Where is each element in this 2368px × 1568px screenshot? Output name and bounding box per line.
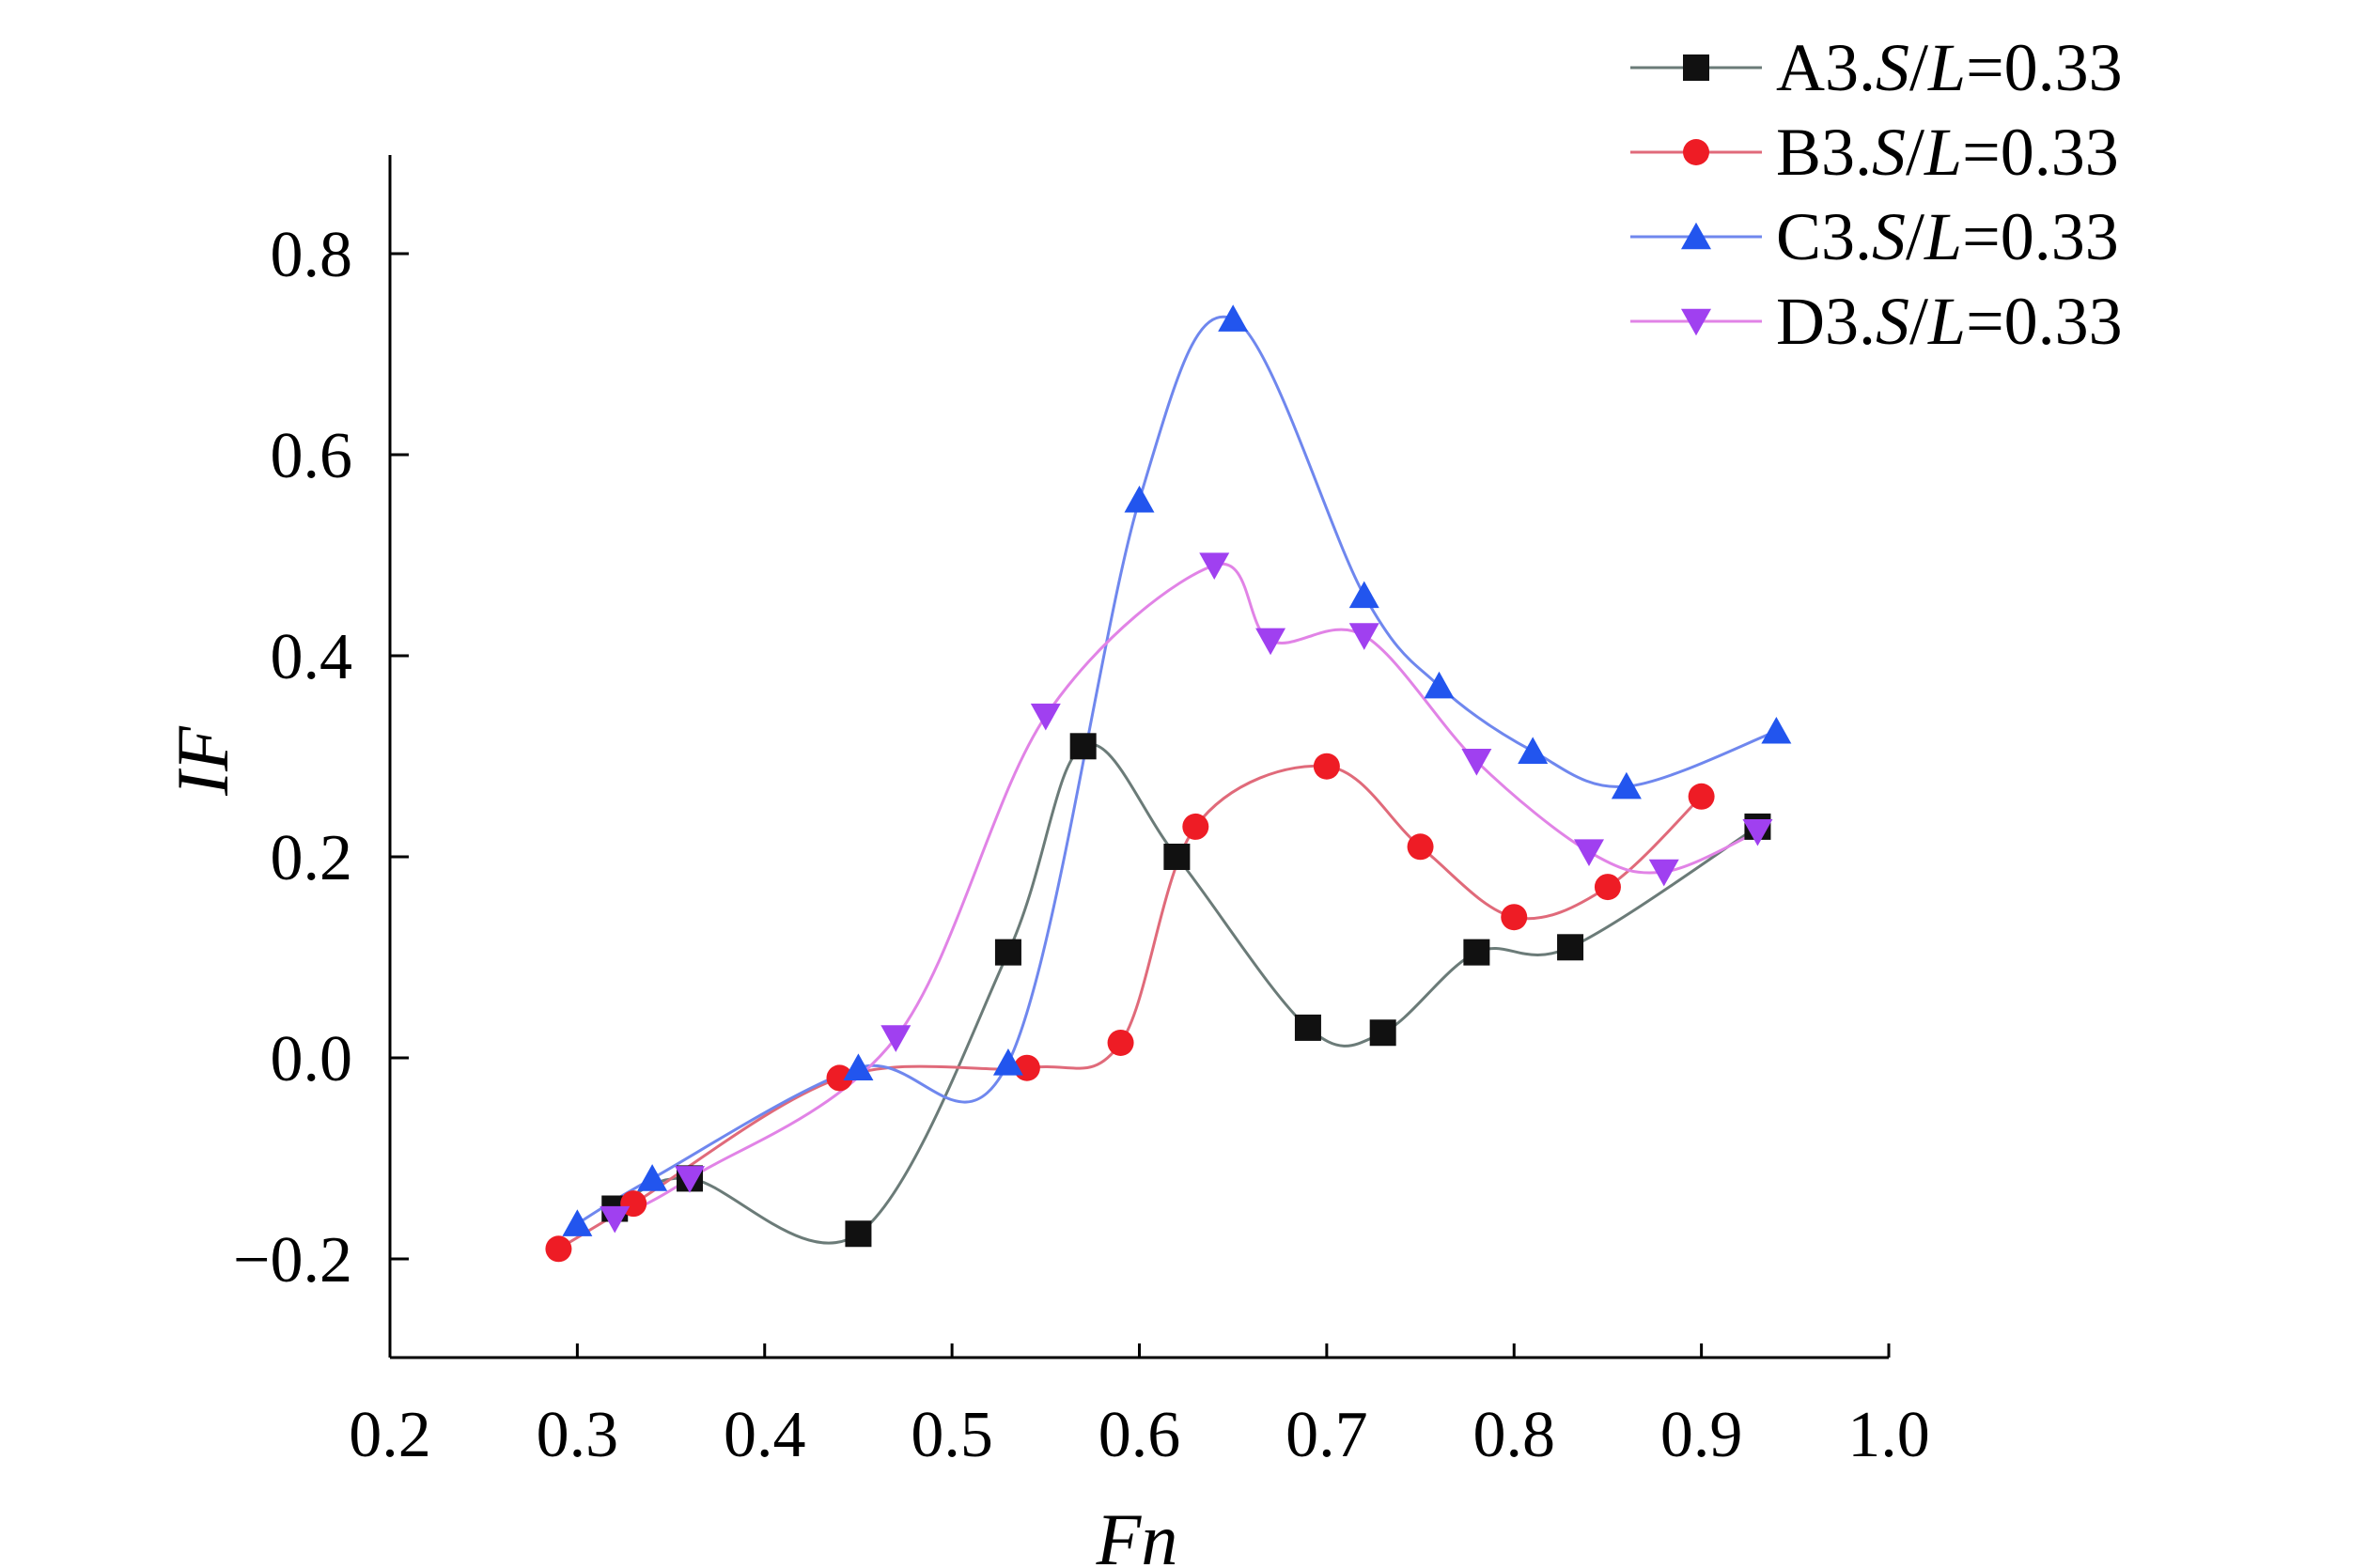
legend-marker-triangle-up bbox=[1681, 222, 1711, 250]
y-axis-title: IF bbox=[162, 725, 243, 797]
data-point-circle bbox=[1407, 833, 1434, 861]
data-point-square bbox=[1369, 1019, 1396, 1047]
legend: A3.S/L=0.33 B3.S/L=0.33 C3.S/L=0.33 D3.S/L=… bbox=[1630, 30, 2123, 359]
series-line-0 bbox=[614, 742, 1759, 1245]
data-point-triangle-down bbox=[1742, 818, 1773, 846]
data-point-circle bbox=[545, 1235, 572, 1263]
x-tick-label: 0.2 bbox=[349, 1399, 431, 1471]
x-axis-title: Fn bbox=[1096, 1498, 1178, 1568]
data-point-square bbox=[845, 1220, 872, 1248]
data-point-circle bbox=[1594, 874, 1621, 901]
series-markers bbox=[545, 304, 1792, 1263]
data-point-square bbox=[1557, 934, 1584, 961]
y-tick-label: 0.8 bbox=[271, 219, 353, 291]
data-point-triangle-up bbox=[1348, 581, 1379, 609]
data-point-triangle-down bbox=[1574, 839, 1604, 866]
data-point-triangle-down bbox=[600, 1205, 631, 1234]
legend-marker-circle bbox=[1683, 139, 1709, 165]
data-point-circle bbox=[1688, 783, 1715, 810]
data-point-triangle-down bbox=[1648, 859, 1679, 887]
data-point-square bbox=[1294, 1014, 1321, 1041]
data-point-square bbox=[1163, 844, 1191, 870]
data-point-circle bbox=[1501, 904, 1528, 931]
data-point-triangle-up bbox=[1611, 771, 1642, 800]
y-tick-label: 0.0 bbox=[271, 1023, 353, 1095]
data-point-triangle-up bbox=[1218, 304, 1249, 332]
legend-marker-square bbox=[1683, 54, 1709, 81]
x-tick-label: 0.4 bbox=[724, 1399, 806, 1471]
data-point-triangle-up bbox=[1761, 716, 1792, 744]
data-point-triangle-down bbox=[675, 1166, 705, 1193]
data-point-square bbox=[994, 939, 1021, 966]
x-tick-label: 0.5 bbox=[911, 1399, 993, 1471]
data-point-circle bbox=[826, 1064, 853, 1092]
legend-label: A3.S/L=0.33 bbox=[1776, 30, 2123, 105]
x-tick-label: 0.6 bbox=[1098, 1399, 1181, 1471]
y-tick-label: 0.4 bbox=[271, 621, 353, 693]
series-line-2 bbox=[576, 315, 1777, 1225]
data-point-square bbox=[1069, 733, 1097, 760]
y-tick-label: 0.6 bbox=[271, 420, 353, 492]
y-ticks: −0.2 0.0 0.2 0.4 0.6 0.8 bbox=[233, 219, 409, 1296]
data-point-circle bbox=[1107, 1029, 1134, 1056]
legend-label: C3.S/L=0.33 bbox=[1776, 199, 2119, 274]
x-tick-label: 0.8 bbox=[1473, 1399, 1556, 1471]
data-point-circle bbox=[1182, 813, 1209, 840]
legend-label: B3.S/L=0.33 bbox=[1776, 115, 2119, 190]
data-point-triangle-up bbox=[843, 1053, 874, 1080]
data-point-triangle-down bbox=[1255, 628, 1286, 656]
x-ticks: 0.2 0.3 0.4 0.5 0.6 0.7 0.8 0.9 1.0 bbox=[349, 1343, 1930, 1471]
data-point-triangle-up bbox=[1124, 485, 1155, 513]
data-point-triangle-down bbox=[1030, 703, 1061, 731]
data-point-triangle-up bbox=[637, 1164, 668, 1191]
data-point-square bbox=[1463, 939, 1490, 966]
series-line-1 bbox=[557, 764, 1703, 1250]
y-tick-label: 0.2 bbox=[271, 822, 353, 894]
axes bbox=[388, 155, 1889, 1359]
data-point-triangle-down bbox=[1348, 623, 1379, 650]
x-tick-label: 1.0 bbox=[1847, 1399, 1930, 1471]
legend-marker-triangle-down bbox=[1681, 308, 1711, 336]
data-point-triangle-up bbox=[1424, 671, 1455, 699]
x-tick-label: 0.3 bbox=[537, 1399, 619, 1471]
data-point-triangle-up bbox=[562, 1209, 593, 1236]
series-lines bbox=[557, 315, 1777, 1250]
x-tick-label: 0.9 bbox=[1660, 1399, 1743, 1471]
x-tick-label: 0.7 bbox=[1285, 1399, 1368, 1471]
data-point-triangle-down bbox=[880, 1025, 911, 1052]
legend-label: D3.S/L=0.33 bbox=[1776, 284, 2123, 359]
series-line-3 bbox=[614, 562, 1758, 1220]
data-point-triangle-up bbox=[1518, 737, 1549, 764]
data-point-triangle-up bbox=[992, 1048, 1023, 1076]
y-tick-label: −0.2 bbox=[233, 1224, 352, 1296]
data-point-circle bbox=[1313, 753, 1340, 780]
data-point-triangle-down bbox=[1461, 749, 1492, 776]
data-point-triangle-down bbox=[1199, 552, 1230, 580]
